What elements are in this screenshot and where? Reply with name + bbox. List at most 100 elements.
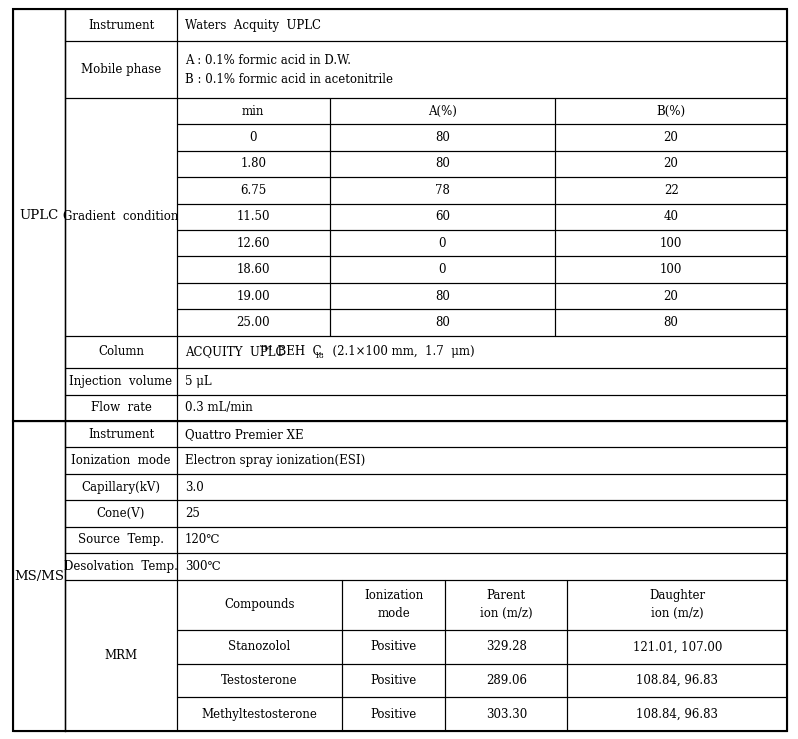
Bar: [177, 421, 787, 448]
Text: 3.0: 3.0: [185, 480, 203, 494]
Text: Stanozolol: Stanozolol: [228, 641, 290, 653]
Text: 0: 0: [439, 263, 446, 276]
Bar: [555, 230, 787, 256]
Text: 20: 20: [664, 131, 678, 144]
Bar: [555, 283, 787, 310]
Text: (2.1×100 mm,  1.7  μm): (2.1×100 mm, 1.7 μm): [325, 345, 475, 358]
Text: Source  Temp.: Source Temp.: [78, 534, 164, 546]
Bar: [330, 256, 555, 283]
Text: 80: 80: [664, 316, 678, 329]
Text: Cone(V): Cone(V): [97, 507, 145, 520]
Bar: [177, 664, 342, 698]
Text: Testosterone: Testosterone: [221, 674, 298, 687]
Text: 108.84, 96.83: 108.84, 96.83: [636, 674, 718, 687]
Bar: [177, 395, 787, 421]
Text: 80: 80: [435, 316, 450, 329]
Text: 18.60: 18.60: [236, 263, 270, 276]
Bar: [13, 9, 65, 421]
Bar: [65, 395, 177, 421]
Bar: [555, 177, 787, 204]
Bar: [445, 630, 567, 664]
Bar: [177, 98, 330, 124]
Bar: [177, 500, 787, 527]
Text: 12.60: 12.60: [236, 236, 270, 250]
Text: 1.80: 1.80: [240, 157, 267, 171]
Text: 300℃: 300℃: [185, 560, 220, 573]
Bar: [177, 204, 330, 230]
Text: B : 0.1% formic acid in acetonitrile: B : 0.1% formic acid in acetonitrile: [185, 72, 393, 86]
Bar: [177, 256, 330, 283]
Text: UPLC: UPLC: [19, 208, 58, 222]
Text: A : 0.1% formic acid in D.W.: A : 0.1% formic acid in D.W.: [185, 53, 351, 67]
Bar: [65, 98, 177, 336]
Text: 40: 40: [664, 211, 678, 223]
Text: 100: 100: [660, 236, 682, 250]
Text: 121.01, 107.00: 121.01, 107.00: [633, 641, 722, 653]
Bar: [177, 41, 787, 98]
Text: 18: 18: [314, 352, 324, 360]
Bar: [177, 336, 787, 368]
Bar: [65, 474, 177, 500]
Bar: [330, 151, 555, 177]
Bar: [330, 177, 555, 204]
Text: A(%): A(%): [428, 105, 456, 118]
Bar: [65, 500, 177, 527]
Bar: [555, 151, 787, 177]
Text: MRM: MRM: [105, 649, 137, 662]
Bar: [177, 151, 330, 177]
Bar: [177, 368, 787, 395]
Text: Instrument: Instrument: [88, 428, 154, 440]
Bar: [65, 527, 177, 554]
Bar: [567, 698, 787, 731]
Text: Flow  rate: Flow rate: [90, 401, 152, 415]
Bar: [342, 630, 445, 664]
Bar: [177, 527, 787, 554]
Bar: [65, 336, 177, 368]
Text: 289.06: 289.06: [486, 674, 527, 687]
Bar: [177, 310, 330, 336]
Text: Gradient  condition: Gradient condition: [63, 211, 179, 223]
Bar: [445, 698, 567, 731]
Text: Column: Column: [98, 345, 144, 358]
Bar: [65, 368, 177, 395]
Bar: [13, 421, 65, 731]
Bar: [177, 554, 787, 579]
Bar: [177, 579, 342, 630]
Bar: [567, 630, 787, 664]
Bar: [445, 664, 567, 698]
Bar: [330, 310, 555, 336]
Text: 25: 25: [185, 507, 200, 520]
Text: MS/MS: MS/MS: [14, 570, 64, 582]
Text: 80: 80: [435, 157, 450, 171]
Bar: [177, 474, 787, 500]
Text: 303.30: 303.30: [486, 708, 527, 721]
Text: 60: 60: [435, 211, 450, 223]
Text: Capillary(kV): Capillary(kV): [81, 480, 160, 494]
Bar: [445, 579, 567, 630]
Text: Instrument: Instrument: [88, 18, 154, 32]
Bar: [330, 98, 555, 124]
Bar: [555, 204, 787, 230]
Text: Mobile phase: Mobile phase: [81, 63, 161, 76]
Bar: [177, 283, 330, 310]
Bar: [330, 204, 555, 230]
Text: BEH  C: BEH C: [270, 345, 322, 358]
Text: 25.00: 25.00: [236, 316, 270, 329]
Text: Parent
ion (m/z): Parent ion (m/z): [480, 590, 533, 620]
Text: Positive: Positive: [370, 674, 417, 687]
Text: 20: 20: [664, 157, 678, 171]
Bar: [567, 664, 787, 698]
Text: min: min: [242, 105, 264, 118]
Bar: [177, 177, 330, 204]
Bar: [342, 579, 445, 630]
Text: 22: 22: [664, 184, 678, 197]
Text: 80: 80: [435, 131, 450, 144]
Text: Daughter
ion (m/z): Daughter ion (m/z): [649, 590, 705, 620]
Text: Positive: Positive: [370, 708, 417, 721]
Text: 11.50: 11.50: [236, 211, 270, 223]
Text: 329.28: 329.28: [486, 641, 527, 653]
Bar: [330, 124, 555, 151]
Text: Waters  Acquity  UPLC: Waters Acquity UPLC: [185, 18, 321, 32]
Bar: [555, 124, 787, 151]
Text: 19.00: 19.00: [236, 290, 270, 302]
